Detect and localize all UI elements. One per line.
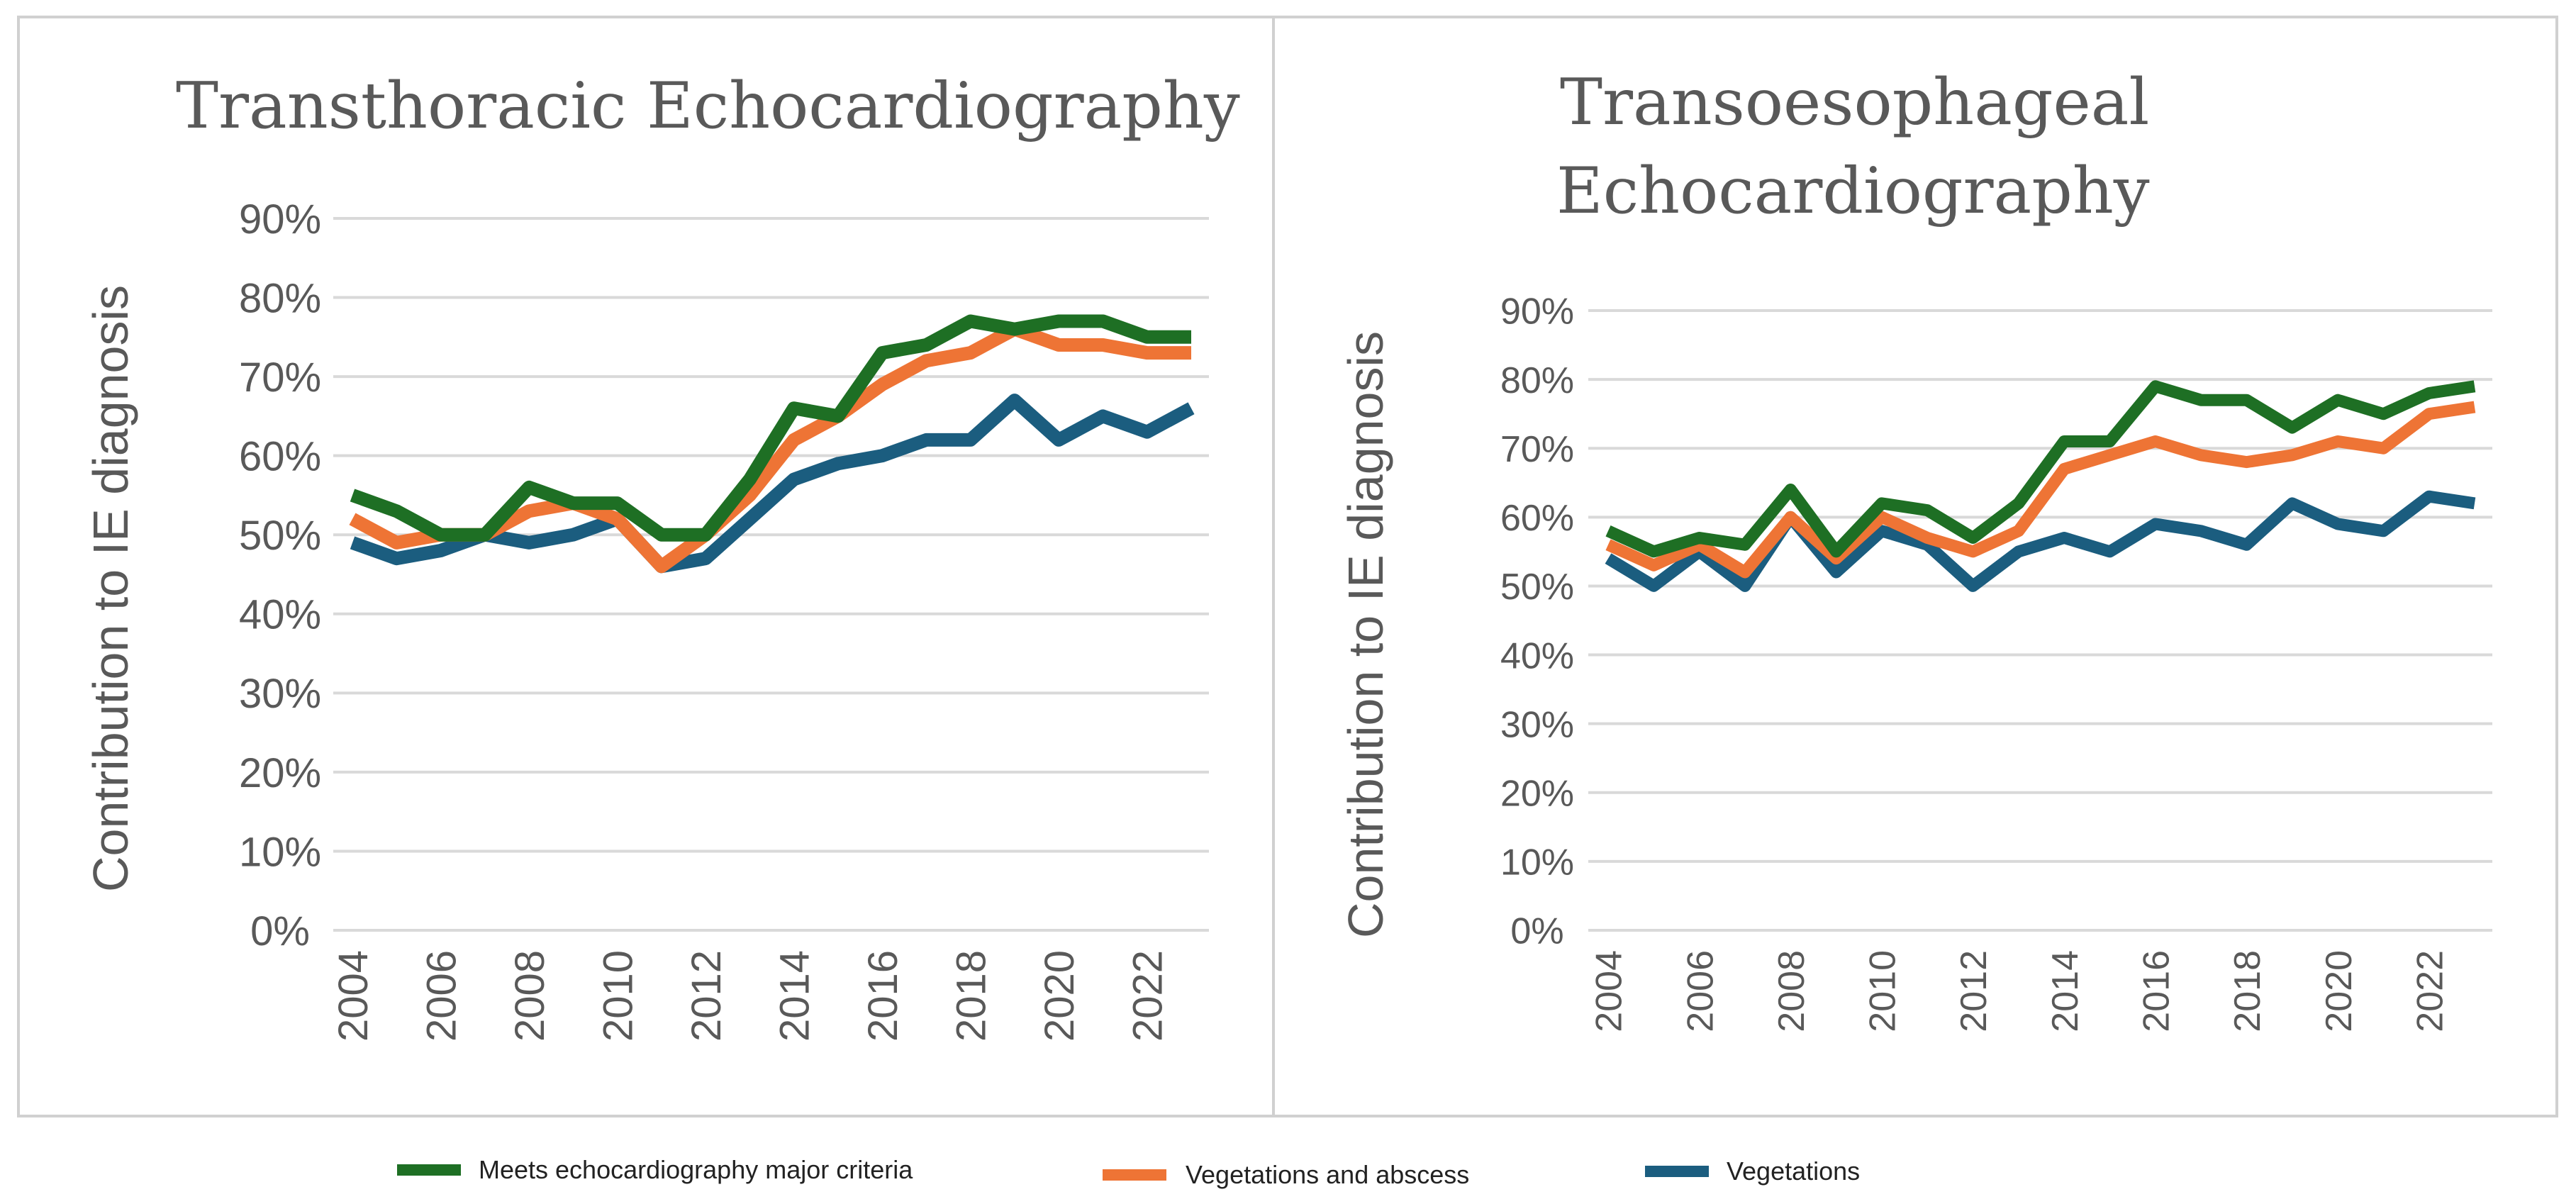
chart-title-tee-line-2: Echocardiography <box>1556 154 2150 228</box>
y-tick-label: 20% <box>1500 773 1574 814</box>
y-tick-label: 0% <box>250 908 310 954</box>
chart-title-tee-line-1: Transoesophageal <box>1560 65 2149 140</box>
legend-label-veg: Vegetations <box>1727 1156 1860 1186</box>
x-tick-label: 2020 <box>1037 950 1083 1042</box>
x-tick-label: 2016 <box>2136 950 2178 1032</box>
left-panel-frame <box>17 16 1275 1117</box>
y-tick-label: 0% <box>1510 911 1563 952</box>
x-tick-label: 2022 <box>1125 950 1171 1042</box>
y-tick-label: 70% <box>239 355 321 401</box>
y-tick-label: 80% <box>239 275 321 321</box>
legend: Meets echocardiography major criteria Ve… <box>397 1155 1860 1189</box>
y-tick-label: 60% <box>1500 498 1574 539</box>
legend-label-major: Meets echocardiography major criteria <box>479 1155 913 1184</box>
x-tick-label: 2006 <box>418 950 464 1042</box>
y-tick-label: 70% <box>1500 429 1574 470</box>
plot-tte: 0% 10% 20% 30% 40% 50% 60% 70% 80% 90% 2004 2006 200… <box>83 196 1209 1042</box>
y-tick-label: 50% <box>1500 567 1574 608</box>
y-tick-label: 10% <box>239 829 321 875</box>
chart-title-tte: Transthoracic Echocardiography <box>176 69 1240 143</box>
y-tick-label: 40% <box>239 592 321 638</box>
y-tick-label: 20% <box>239 750 321 796</box>
x-tick-label: 2008 <box>507 950 553 1042</box>
y-tick-label: 90% <box>1500 291 1574 333</box>
y-tick-label: 10% <box>1500 842 1574 884</box>
y-axis-title: Contribution to IE diagnosis <box>83 285 138 892</box>
y-tick-label: 60% <box>239 434 321 480</box>
x-tick-label: 2022 <box>2409 950 2450 1032</box>
y-tick-label: 90% <box>239 196 321 243</box>
x-tick-label: 2010 <box>595 950 641 1042</box>
series-line-veg <box>1605 490 2476 592</box>
x-tick-label: 2014 <box>772 950 818 1042</box>
x-tick-label: 2018 <box>949 950 995 1042</box>
legend-label-veg-abscess: Vegetations and abscess <box>1186 1160 1469 1189</box>
series-line-major <box>350 314 1191 542</box>
series-line-major <box>1605 380 2476 558</box>
x-tick-label: 2012 <box>684 950 730 1042</box>
x-tick-label: 2018 <box>2227 950 2268 1032</box>
x-tick-label: 2010 <box>1863 950 1904 1032</box>
x-tick-label: 2012 <box>1953 950 1995 1032</box>
y-tick-label: 50% <box>239 513 321 559</box>
y-tick-label: 80% <box>1500 360 1574 401</box>
x-tick-label: 2006 <box>1680 950 1721 1032</box>
x-tick-label: 2020 <box>2319 950 2360 1032</box>
y-tick-label: 40% <box>1500 635 1574 676</box>
x-tick-label: 2014 <box>2045 950 2086 1032</box>
right-panel-frame <box>1272 16 2558 1117</box>
plot-tee: 0% 10% 20% 30% 40% 50% 60% 70% 80% 90% 2004 2006 200… <box>1338 291 2492 1032</box>
x-tick-label: 2008 <box>1771 950 1812 1032</box>
y-tick-label: 30% <box>1500 704 1574 745</box>
y-tick-label: 30% <box>239 671 321 717</box>
y-axis-title: Contribution to IE diagnosis <box>1338 331 1393 938</box>
x-tick-label: 2004 <box>1589 950 1630 1032</box>
x-tick-label: 2016 <box>860 950 906 1042</box>
series-line-veg_abscess <box>1605 401 2476 579</box>
x-tick-label: 2004 <box>330 950 377 1042</box>
